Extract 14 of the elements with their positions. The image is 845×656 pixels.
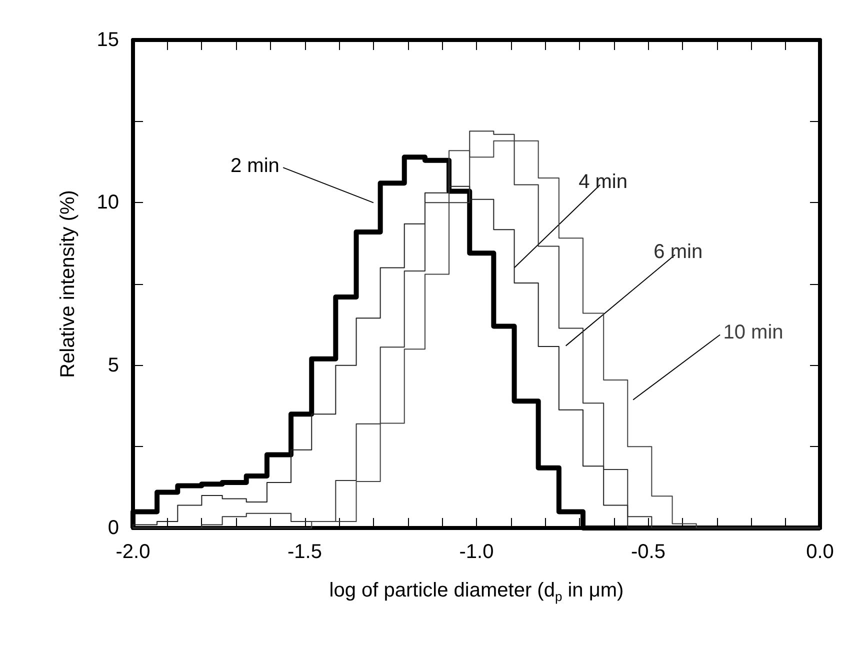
x-tick-label: -1.5: [288, 541, 322, 563]
y-tick-label: 15: [96, 29, 119, 51]
text: 6 min: [654, 241, 703, 264]
x-tick-label: -2.0: [116, 541, 150, 563]
text: 2 min: [230, 155, 280, 178]
y-tick-label: 0: [108, 517, 119, 539]
x-tick-label: -1.0: [459, 541, 494, 563]
y-tick-label: 5: [108, 354, 119, 376]
y-axis-title: Relative intensity (%): [57, 190, 79, 378]
x-tick-label: -0.5: [631, 541, 666, 563]
x-tick-label: 0.0: [806, 541, 834, 563]
text: 10 min: [723, 321, 784, 344]
y-tick-label: 10: [96, 192, 119, 214]
text: 4 min: [578, 170, 628, 193]
